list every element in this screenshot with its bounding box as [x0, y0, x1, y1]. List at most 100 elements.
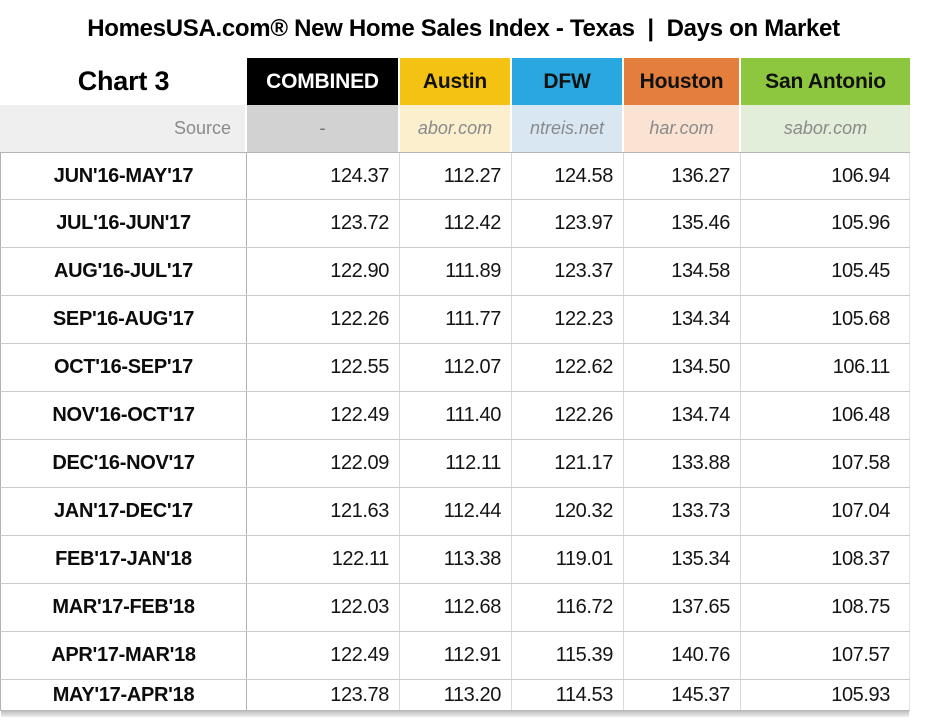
row-label: NOV'16-OCT'17 [0, 392, 247, 439]
source-houston: har.com [624, 105, 741, 152]
source-san-antonio: sabor.com [741, 105, 910, 152]
data-cell-austin: 112.27 [400, 153, 512, 199]
data-cell-san-antonio: 108.75 [741, 584, 910, 631]
data-cell-combined: 123.78 [247, 680, 400, 710]
data-cell-san-antonio: 105.68 [741, 296, 910, 343]
data-cell-austin: 111.77 [400, 296, 512, 343]
data-cell-san-antonio: 107.58 [741, 440, 910, 487]
data-cell-san-antonio: 107.04 [741, 488, 910, 535]
data-cell-austin: 113.20 [400, 680, 512, 710]
row-label: FEB'17-JAN'18 [0, 536, 247, 583]
data-cell-austin: 112.42 [400, 200, 512, 247]
data-cell-houston: 136.27 [624, 153, 741, 199]
data-cell-san-antonio: 105.45 [741, 248, 910, 295]
table-row: DEC'16-NOV'17 122.09 112.11 121.17 133.8… [0, 440, 910, 488]
data-cell-dfw: 121.17 [512, 440, 624, 487]
data-cell-san-antonio: 106.11 [741, 344, 910, 391]
data-cell-dfw: 119.01 [512, 536, 624, 583]
data-cell-san-antonio: 105.96 [741, 200, 910, 247]
table-row: NOV'16-OCT'17 122.49 111.40 122.26 134.7… [0, 392, 910, 440]
row-label: SEP'16-AUG'17 [0, 296, 247, 343]
data-cell-austin: 112.44 [400, 488, 512, 535]
table-row: SEP'16-AUG'17 122.26 111.77 122.23 134.3… [0, 296, 910, 344]
data-cell-austin: 113.38 [400, 536, 512, 583]
data-cell-combined: 122.03 [247, 584, 400, 631]
data-cell-houston: 145.37 [624, 680, 741, 710]
data-cell-dfw: 115.39 [512, 632, 624, 679]
sales-index-table: Chart 3 COMBINED Austin DFW Houston San … [0, 58, 910, 717]
chart-number-label: Chart 3 [0, 58, 247, 105]
column-header-houston: Houston [624, 58, 741, 105]
table-row: JUN'16-MAY'17 124.37 112.27 124.58 136.2… [0, 152, 910, 200]
data-cell-combined: 122.09 [247, 440, 400, 487]
data-cell-combined: 122.49 [247, 392, 400, 439]
source-combined: - [247, 105, 400, 152]
row-label: JUL'16-JUN'17 [0, 200, 247, 247]
data-cell-dfw: 124.58 [512, 153, 624, 199]
data-cell-austin: 111.89 [400, 248, 512, 295]
data-cell-houston: 133.73 [624, 488, 741, 535]
data-cell-houston: 134.50 [624, 344, 741, 391]
row-label: OCT'16-SEP'17 [0, 344, 247, 391]
column-header-austin: Austin [400, 58, 512, 105]
data-cell-austin: 112.11 [400, 440, 512, 487]
data-cell-dfw: 122.62 [512, 344, 624, 391]
data-cell-dfw: 120.32 [512, 488, 624, 535]
source-row: Source - abor.com ntreis.net har.com sab… [0, 105, 910, 152]
row-label: JUN'16-MAY'17 [0, 153, 247, 199]
data-cell-houston: 133.88 [624, 440, 741, 487]
data-cell-combined: 124.37 [247, 153, 400, 199]
table-row: APR'17-MAR'18 122.49 112.91 115.39 140.7… [0, 632, 910, 680]
data-cell-combined: 122.26 [247, 296, 400, 343]
row-label: AUG'16-JUL'17 [0, 248, 247, 295]
data-cell-dfw: 123.97 [512, 200, 624, 247]
data-cell-austin: 112.07 [400, 344, 512, 391]
source-austin: abor.com [400, 105, 512, 152]
data-cell-combined: 122.11 [247, 536, 400, 583]
data-cell-houston: 137.65 [624, 584, 741, 631]
table-header-row: Chart 3 COMBINED Austin DFW Houston San … [0, 58, 910, 105]
row-label: APR'17-MAR'18 [0, 632, 247, 679]
row-label: MAR'17-FEB'18 [0, 584, 247, 631]
data-cell-houston: 134.58 [624, 248, 741, 295]
table-row: MAR'17-FEB'18 122.03 112.68 116.72 137.6… [0, 584, 910, 632]
data-cell-houston: 134.74 [624, 392, 741, 439]
data-cell-houston: 140.76 [624, 632, 741, 679]
data-cell-combined: 122.55 [247, 344, 400, 391]
row-label: MAY'17-APR'18 [0, 680, 247, 710]
data-cell-austin: 112.91 [400, 632, 512, 679]
data-cell-san-antonio: 105.93 [741, 680, 910, 710]
data-cell-austin: 112.68 [400, 584, 512, 631]
data-cell-dfw: 122.26 [512, 392, 624, 439]
data-cell-houston: 134.34 [624, 296, 741, 343]
data-cell-san-antonio: 108.37 [741, 536, 910, 583]
data-cell-combined: 122.90 [247, 248, 400, 295]
table-row: JAN'17-DEC'17 121.63 112.44 120.32 133.7… [0, 488, 910, 536]
data-cell-houston: 135.34 [624, 536, 741, 583]
data-cell-dfw: 122.23 [512, 296, 624, 343]
column-header-combined: COMBINED [247, 58, 400, 105]
page-title: HomesUSA.com® New Home Sales Index - Tex… [87, 15, 840, 42]
table-body: JUN'16-MAY'17 124.37 112.27 124.58 136.2… [0, 152, 910, 711]
row-label: DEC'16-NOV'17 [0, 440, 247, 487]
table-row: FEB'17-JAN'18 122.11 113.38 119.01 135.3… [0, 536, 910, 584]
data-cell-combined: 121.63 [247, 488, 400, 535]
column-header-dfw: DFW [512, 58, 624, 105]
table-bottom-shadow [1, 711, 909, 717]
data-cell-san-antonio: 106.94 [741, 153, 910, 199]
table-row: MAY'17-APR'18 123.78 113.20 114.53 145.3… [0, 680, 910, 711]
data-cell-san-antonio: 107.57 [741, 632, 910, 679]
source-row-label: Source [0, 105, 247, 152]
table-row: OCT'16-SEP'17 122.55 112.07 122.62 134.5… [0, 344, 910, 392]
data-cell-austin: 111.40 [400, 392, 512, 439]
data-cell-houston: 135.46 [624, 200, 741, 247]
column-header-san-antonio: San Antonio [741, 58, 910, 105]
row-label: JAN'17-DEC'17 [0, 488, 247, 535]
data-cell-combined: 122.49 [247, 632, 400, 679]
table-row: AUG'16-JUL'17 122.90 111.89 123.37 134.5… [0, 248, 910, 296]
table-row: JUL'16-JUN'17 123.72 112.42 123.97 135.4… [0, 200, 910, 248]
data-cell-san-antonio: 106.48 [741, 392, 910, 439]
source-dfw: ntreis.net [512, 105, 624, 152]
data-cell-combined: 123.72 [247, 200, 400, 247]
